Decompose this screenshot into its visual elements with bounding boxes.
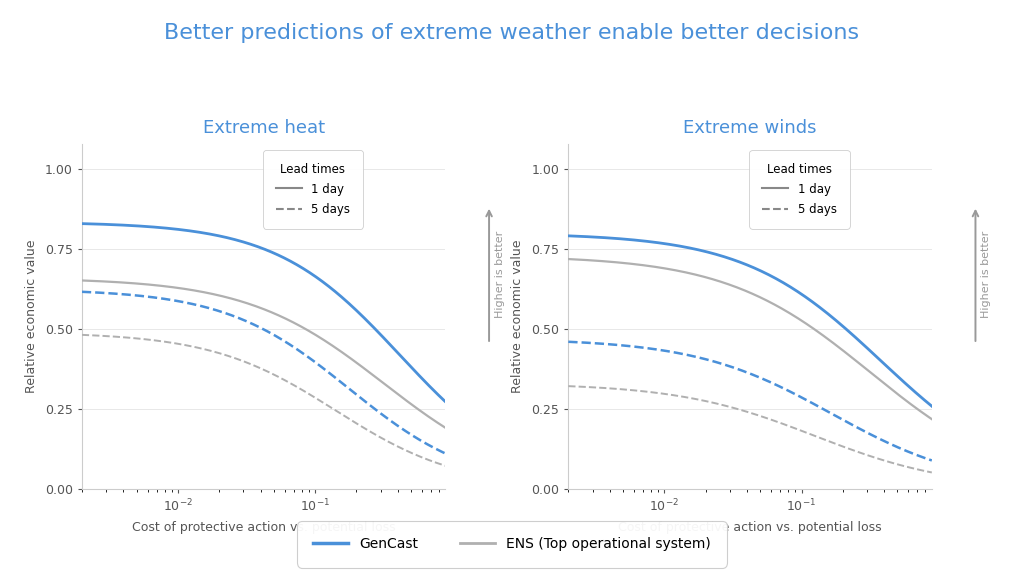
Legend: GenCast, ENS (Top operational system): GenCast, ENS (Top operational system) bbox=[302, 526, 722, 562]
Y-axis label: Relative economic value: Relative economic value bbox=[25, 240, 38, 393]
X-axis label: Cost of protective action vs. potential loss: Cost of protective action vs. potential … bbox=[132, 522, 395, 534]
Text: Better predictions of extreme weather enable better decisions: Better predictions of extreme weather en… bbox=[165, 23, 859, 43]
Legend: 1 day, 5 days: 1 day, 5 days bbox=[753, 153, 846, 225]
Text: Higher is better: Higher is better bbox=[981, 231, 991, 319]
X-axis label: Cost of protective action vs. potential loss: Cost of protective action vs. potential … bbox=[618, 522, 882, 534]
Title: Extreme winds: Extreme winds bbox=[683, 118, 817, 137]
Text: Higher is better: Higher is better bbox=[495, 231, 505, 319]
Y-axis label: Relative economic value: Relative economic value bbox=[511, 240, 524, 393]
Legend: 1 day, 5 days: 1 day, 5 days bbox=[266, 153, 359, 225]
Title: Extreme heat: Extreme heat bbox=[203, 118, 325, 137]
